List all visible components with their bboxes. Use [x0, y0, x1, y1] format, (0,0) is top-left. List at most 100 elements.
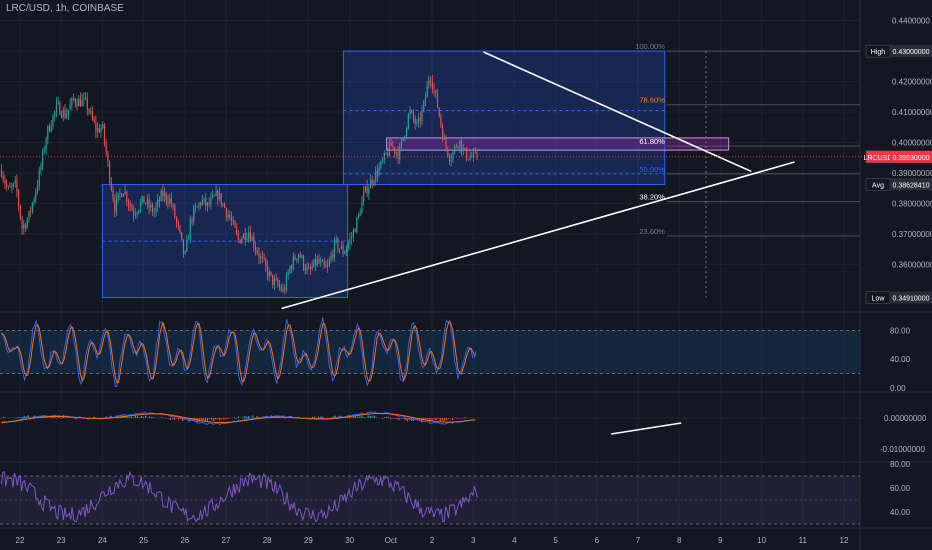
macd-histogram-bar [215, 418, 217, 420]
candle-body [380, 161, 382, 168]
candle-body [285, 275, 287, 291]
candle-body [237, 232, 239, 240]
time-tick-label: 9 [718, 536, 723, 545]
candle-body [73, 98, 75, 100]
candle-body [246, 237, 248, 240]
macd-histogram-bar [52, 416, 54, 418]
candle-body [435, 90, 437, 94]
time-tick-label: 24 [98, 536, 107, 545]
candle-body [375, 170, 377, 182]
price-tick-label: 0.4400000 [892, 17, 930, 26]
candle-body [177, 222, 179, 226]
candle-body [291, 266, 293, 269]
time-tick-label: 8 [677, 536, 682, 545]
candle-body [225, 208, 227, 217]
candle-body [323, 260, 325, 266]
macd-histogram-bar [225, 418, 227, 420]
candle-body [251, 237, 253, 241]
macd-histogram-bar [241, 417, 244, 418]
candle-body [282, 288, 284, 291]
fib-level-label: 50.00% [639, 165, 665, 174]
candle-body [232, 220, 234, 222]
candle-body [9, 186, 11, 188]
candle-body [464, 148, 466, 150]
candle-body [459, 140, 461, 147]
candle-body [421, 109, 423, 121]
macd-histogram-bar [458, 418, 460, 419]
candle-body [26, 220, 28, 229]
candle-body [440, 115, 442, 126]
macd-histogram-bar [151, 416, 153, 418]
macd-histogram-bar [456, 418, 458, 419]
candle-body [339, 248, 341, 250]
candle-body [229, 214, 231, 218]
candle-body [303, 255, 305, 269]
macd-signal-line [1, 412, 476, 424]
candle-body [448, 155, 451, 161]
macd-histogram-bar [140, 415, 143, 418]
candle-body [93, 118, 95, 123]
price-tick-label: 0.42000000 [892, 78, 932, 87]
macd-histogram-bar [423, 418, 425, 420]
candle-body [14, 180, 16, 184]
candle-body [124, 191, 126, 194]
candle-body [169, 198, 171, 204]
macd-tick-label: -0.01000000 [880, 445, 925, 454]
macd-histogram-bar [318, 416, 320, 418]
macd-histogram-bar [363, 417, 365, 418]
macd-histogram-bar [58, 416, 60, 418]
macd-histogram-bar [159, 417, 161, 418]
candle-body [308, 267, 310, 269]
macd-histogram-bar [398, 418, 400, 421]
candle-body [436, 93, 439, 108]
macd-histogram-bar [66, 417, 68, 418]
candle-body [248, 232, 250, 238]
macd-histogram-bar [353, 416, 355, 418]
macd-histogram-bar [416, 418, 419, 421]
time-tick-label: 4 [512, 536, 517, 545]
candle-body [354, 230, 356, 233]
candle-body [150, 205, 152, 208]
candle-body [210, 197, 212, 205]
candle-body [136, 212, 138, 215]
candle-body [112, 189, 114, 200]
macd-histogram-bar [173, 418, 176, 420]
macd-histogram-bar [130, 416, 132, 418]
candle-body [59, 102, 61, 115]
macd-histogram-bar [46, 417, 48, 418]
candle-body [208, 202, 210, 205]
candle-body [414, 119, 416, 124]
candle-body [387, 153, 389, 156]
macd-histogram-bar [198, 418, 200, 422]
macd-histogram-bar [406, 418, 408, 422]
candle-body [203, 198, 205, 200]
candle-body [47, 126, 49, 140]
candle-body [351, 237, 353, 239]
candle-body [452, 151, 454, 161]
candle-body [45, 139, 47, 150]
macd-divergence-line [611, 422, 682, 435]
candle-body [62, 109, 64, 117]
macd-histogram-bar [355, 416, 357, 418]
candle-body [131, 206, 133, 211]
candle-body [98, 128, 100, 133]
macd-histogram-bar [188, 418, 190, 422]
candle-body [18, 191, 20, 206]
macd-histogram-bar [375, 417, 377, 418]
candle-body [321, 260, 324, 262]
candle-body [280, 287, 282, 291]
candle-body [364, 186, 366, 192]
candle-body [397, 152, 399, 160]
stoch-tick-label: 0.00 [890, 384, 906, 393]
candle-body [31, 202, 33, 212]
candle-body [52, 115, 54, 127]
candle-body [33, 198, 35, 203]
macd-histogram-bar [313, 416, 316, 418]
candle-body [182, 239, 184, 254]
candle-body [404, 135, 406, 139]
candle-body [117, 193, 119, 198]
macd-histogram-bar [359, 416, 361, 418]
candle-body [121, 193, 123, 197]
candle-body [373, 181, 375, 184]
